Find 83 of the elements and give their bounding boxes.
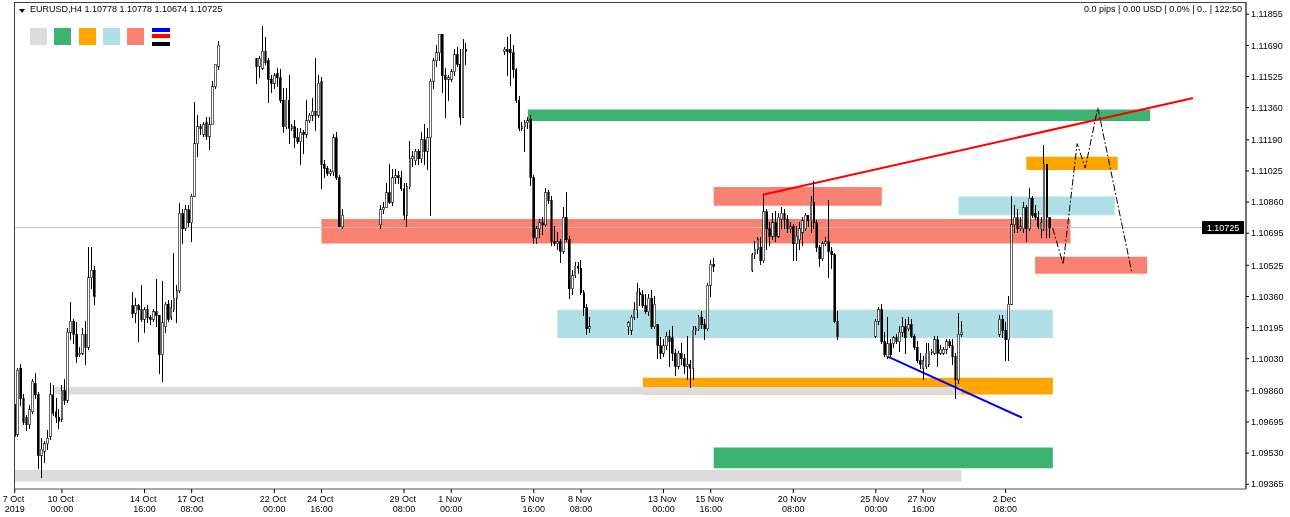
candlestick xyxy=(644,294,648,314)
y-tick-label: 1.09695 xyxy=(1251,417,1284,428)
candlestick xyxy=(523,120,527,152)
candlestick xyxy=(379,205,382,230)
x-tick-label: 29 Oct 08:00 xyxy=(389,493,419,514)
candlestick xyxy=(287,75,291,145)
y-tick-label: 1.10860 xyxy=(1251,197,1284,208)
chart-title: EURUSD,H4 1.10778 1.10778 1.10674 1.10725 xyxy=(30,4,223,15)
candlestick xyxy=(626,320,630,335)
candlestick xyxy=(697,314,701,331)
x-tick-label: 22 Oct 00:00 xyxy=(259,493,289,514)
candlestick xyxy=(131,292,134,318)
candlestick xyxy=(1016,209,1019,233)
candlestick xyxy=(641,290,645,309)
x-tick-label: 14 Oct 16:00 xyxy=(129,493,160,514)
candlestick xyxy=(305,99,308,139)
candlestick xyxy=(562,207,565,254)
candlestick xyxy=(550,195,553,246)
candlestick xyxy=(921,356,925,381)
candlestick xyxy=(700,311,704,330)
candlestick xyxy=(795,226,798,262)
y-tick-label: 1.09365 xyxy=(1251,479,1284,490)
y-tick-label: 1.09860 xyxy=(1251,386,1284,397)
candlestick xyxy=(750,252,754,273)
candlestick xyxy=(169,299,173,320)
y-tick-label: 1.09530 xyxy=(1251,448,1284,459)
x-tick-label: 20 Nov 08:00 xyxy=(777,493,809,514)
y-tick-label: 1.11190 xyxy=(1251,134,1283,145)
x-tick-label: 1 Nov 00:00 xyxy=(438,493,465,514)
y-tick-label: 1.10695 xyxy=(1251,228,1284,239)
candlestick xyxy=(87,246,90,350)
annotation: 0.0 pips | 0.00 USD | 0.0% | 0.. | 122:50 xyxy=(1084,4,1242,15)
y-tick-label: 1.11855 xyxy=(1251,9,1283,20)
y-tick-label: 1.11025 xyxy=(1251,166,1283,177)
y-tick-label: 1.10525 xyxy=(1251,260,1284,271)
candlestick xyxy=(924,343,928,369)
y-tick-label: 1.10195 xyxy=(1251,322,1284,333)
candlestick xyxy=(945,339,948,354)
x-tick-label: 17 Oct 08:00 xyxy=(177,493,207,514)
candlestick xyxy=(293,120,297,148)
x-tick-label: 10 Oct 00:00 xyxy=(47,493,77,514)
candlestick xyxy=(762,194,766,263)
candlestick xyxy=(538,218,541,239)
x-tick-label: 7 Oct 2019 xyxy=(2,493,27,514)
candlestick xyxy=(798,222,801,250)
candlestick xyxy=(320,77,323,190)
candlestick xyxy=(827,199,830,279)
candlestick xyxy=(927,343,931,367)
x-tick-label: 5 Nov 16:00 xyxy=(520,493,547,514)
candlestick xyxy=(202,122,205,137)
y-tick-label: 1.10360 xyxy=(1251,291,1284,302)
candlestick xyxy=(792,224,795,262)
candlestick xyxy=(143,307,146,333)
candlestick xyxy=(957,312,960,384)
candlestick xyxy=(635,282,639,318)
candlestick xyxy=(777,212,780,239)
candlestick xyxy=(447,75,450,101)
y-tick-label: 1.11525 xyxy=(1251,71,1283,82)
x-tick-label: 25 Nov 00:00 xyxy=(860,493,892,514)
candlestick xyxy=(936,335,940,367)
candlestick xyxy=(1022,201,1025,233)
candlestick xyxy=(680,343,683,365)
x-tick-label: 24 Oct 16:00 xyxy=(306,493,336,514)
y-tick-label: 1.10030 xyxy=(1251,353,1284,364)
candlestick xyxy=(314,58,317,131)
candlestick xyxy=(299,127,303,165)
candlestick xyxy=(650,290,653,330)
candlestick xyxy=(503,46,506,56)
candlestick xyxy=(556,231,559,250)
x-tick-label: 15 Nov 16:00 xyxy=(695,493,727,514)
ref-line-label: 1.10725 xyxy=(1206,222,1240,233)
x-tick-label: 8 Nov 08:00 xyxy=(567,493,594,514)
x-tick-label: 27 Nov 16:00 xyxy=(907,493,939,514)
candlestick xyxy=(1028,188,1031,231)
x-tick-label: 2 Dec 08:00 xyxy=(992,493,1019,514)
candlestick xyxy=(388,163,391,205)
candlestick xyxy=(506,37,509,77)
y-tick-label: 1.11360 xyxy=(1251,102,1283,113)
y-tick-label: 1.11690 xyxy=(1251,40,1283,51)
candlestick xyxy=(508,33,512,86)
candlestick xyxy=(184,205,187,231)
x-tick-label: 13 Nov 00:00 xyxy=(648,493,680,514)
candlestick xyxy=(43,441,46,464)
